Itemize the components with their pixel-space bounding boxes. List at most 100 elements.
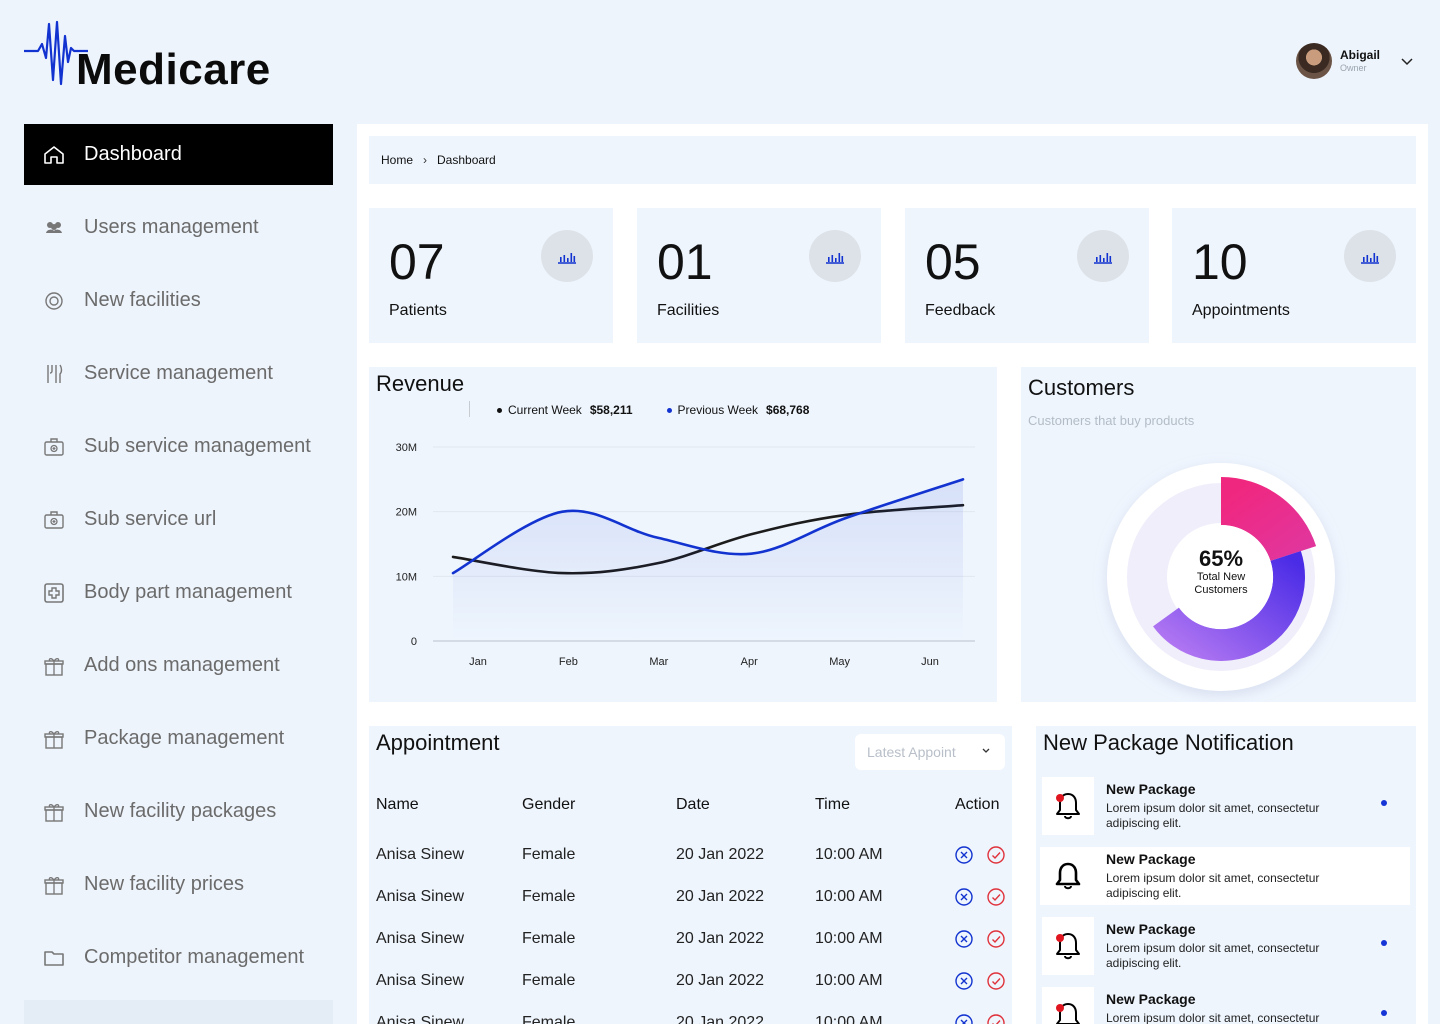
- sidebar-item-add-ons-management[interactable]: Add ons management: [24, 635, 333, 696]
- stat-card-appointments[interactable]: 10 Appointments: [1172, 208, 1416, 343]
- sidebar-item-label: Sub service url: [84, 508, 217, 530]
- notification-title: New Package: [1106, 921, 1196, 937]
- notification-item[interactable]: New Package Lorem ipsum dolor sit amet, c…: [1040, 777, 1410, 835]
- brand-logo[interactable]: Medicare: [24, 16, 294, 94]
- unread-dot: [1381, 800, 1387, 806]
- notification-item[interactable]: New Package Lorem ipsum dolor sit amet, c…: [1040, 917, 1410, 975]
- sidebar-item-users-management[interactable]: Users management: [24, 197, 333, 258]
- customers-card: Customers Customers that buy products 65…: [1021, 367, 1416, 702]
- notification-title: New Package: [1106, 781, 1196, 797]
- x-tick-label: Jan: [469, 656, 487, 668]
- chevron-down-icon[interactable]: [1400, 54, 1414, 68]
- row-actions: [954, 845, 1006, 865]
- notification-item[interactable]: New Package Lorem ipsum dolor sit amet, c…: [1040, 987, 1410, 1024]
- gift-icon: [42, 800, 66, 824]
- column-header-date[interactable]: Date: [676, 796, 710, 813]
- cell-time: 10:00 AM: [815, 888, 883, 905]
- avatar[interactable]: [1295, 43, 1332, 79]
- revenue-card: Revenue Current Week $58,211 Previous We…: [369, 367, 997, 702]
- sidebar-item-dashboard[interactable]: Dashboard: [24, 124, 333, 185]
- notification-item[interactable]: New Package Lorem ipsum dolor sit amet, c…: [1040, 847, 1410, 905]
- sidebar-item-label: Dashboard: [84, 143, 182, 165]
- cell-gender: Female: [522, 930, 576, 947]
- sidebar-item-label: Package management: [84, 727, 285, 749]
- stat-card-facilities[interactable]: 01 Facilities: [637, 208, 881, 343]
- y-tick-label: 0: [411, 636, 417, 648]
- approve-icon[interactable]: [986, 887, 1006, 907]
- sidebar-item-new-facility-prices[interactable]: New facility prices: [24, 854, 333, 915]
- approve-icon[interactable]: [986, 1013, 1006, 1024]
- donut-caption-line2: Customers: [1194, 584, 1248, 596]
- revenue-title: Revenue: [376, 371, 465, 396]
- appointment-filter-select[interactable]: Latest Appoint: [855, 734, 1005, 770]
- gift-icon: [42, 727, 66, 751]
- medical-kit-icon: [42, 508, 66, 532]
- legend-dot-previous: [666, 407, 672, 413]
- stat-label: Patients: [389, 302, 447, 319]
- facility-icon: [42, 289, 66, 313]
- approve-icon[interactable]: [986, 971, 1006, 991]
- heartbeat-icon: [24, 20, 88, 86]
- notifications-card: New Package Notification New Package Lore…: [1036, 726, 1416, 1024]
- cell-date: 20 Jan 2022: [676, 846, 765, 863]
- unread-dot: [1381, 940, 1387, 946]
- column-header-gender[interactable]: Gender: [522, 796, 576, 813]
- gift-icon: [42, 873, 66, 897]
- appointment-title: Appointment: [376, 730, 500, 755]
- sidebar-item-new-facilities[interactable]: New facilities: [24, 270, 333, 331]
- cell-gender: Female: [522, 846, 576, 863]
- cell-gender: Female: [522, 888, 576, 905]
- sidebar-item-label: New facility prices: [84, 873, 245, 895]
- sidebar-item-package-management[interactable]: Package management: [24, 708, 333, 769]
- x-tick-label: May: [829, 656, 850, 668]
- stat-label: Feedback: [925, 302, 996, 319]
- sidebar-item-partial[interactable]: [24, 1000, 333, 1024]
- breadcrumb-home[interactable]: Home: [381, 153, 414, 167]
- sidebar: Dashboard Users management New facilities S…: [24, 124, 333, 1024]
- reject-icon[interactable]: [954, 1013, 974, 1024]
- approve-icon[interactable]: [986, 929, 1006, 949]
- x-tick-label: Apr: [741, 656, 758, 668]
- reject-icon[interactable]: [954, 971, 974, 991]
- sidebar-item-sub-service-url[interactable]: Sub service url: [24, 489, 333, 550]
- chevron-down-icon: [982, 748, 990, 753]
- column-header-name[interactable]: Name: [376, 796, 419, 813]
- legend-previous-value: $68,768: [766, 403, 810, 417]
- cell-time: 10:00 AM: [815, 846, 883, 863]
- tools-icon: [42, 362, 66, 386]
- notification-title: New Package: [1106, 851, 1196, 867]
- first-aid-icon: [42, 581, 66, 605]
- reject-icon[interactable]: [954, 929, 974, 949]
- reject-icon[interactable]: [954, 845, 974, 865]
- approve-icon[interactable]: [986, 845, 1006, 865]
- legend-previous-label: Previous Week: [677, 403, 759, 417]
- sidebar-item-label: Competitor management: [84, 946, 305, 968]
- column-header-time[interactable]: Time: [815, 796, 850, 813]
- legend-dot-current: [497, 407, 502, 413]
- sidebar-item-label: Service management: [84, 362, 273, 384]
- appointment-card: Appointment Latest Appoint Name Gender D…: [369, 726, 1012, 1024]
- cell-name: Anisa Sinew: [376, 972, 465, 989]
- legend-current-value: $58,211: [589, 403, 633, 417]
- stat-card-patients[interactable]: 07 Patients: [369, 208, 613, 343]
- reject-icon[interactable]: [954, 887, 974, 907]
- stat-card-feedback[interactable]: 05 Feedback: [905, 208, 1149, 343]
- bell-icon: [1042, 777, 1094, 835]
- cell-gender: Female: [522, 972, 576, 989]
- user-name: Abigail: [1339, 48, 1380, 62]
- sidebar-item-service-management[interactable]: Service management: [24, 343, 333, 404]
- users-icon: [42, 216, 66, 240]
- cell-gender: Female: [522, 1014, 576, 1024]
- sidebar-item-label: Add ons management: [84, 654, 280, 676]
- row-actions: [954, 929, 1006, 949]
- sidebar-item-sub-service-management[interactable]: Sub service management: [24, 416, 333, 477]
- sidebar-item-body-part-management[interactable]: Body part management: [24, 562, 333, 623]
- sidebar-item-new-facility-packages[interactable]: New facility packages: [24, 781, 333, 842]
- series-area-previous-week: [453, 479, 963, 641]
- bell-icon: [1042, 987, 1094, 1024]
- sidebar-item-competitor-management[interactable]: Competitor management: [24, 927, 333, 988]
- notification-text: Lorem ipsum dolor sit amet, consectetur …: [1106, 1011, 1320, 1024]
- x-tick-label: Jun: [921, 656, 939, 668]
- user-menu[interactable]: Abigail Owner: [1295, 43, 1414, 79]
- stat-label: Facilities: [657, 302, 720, 319]
